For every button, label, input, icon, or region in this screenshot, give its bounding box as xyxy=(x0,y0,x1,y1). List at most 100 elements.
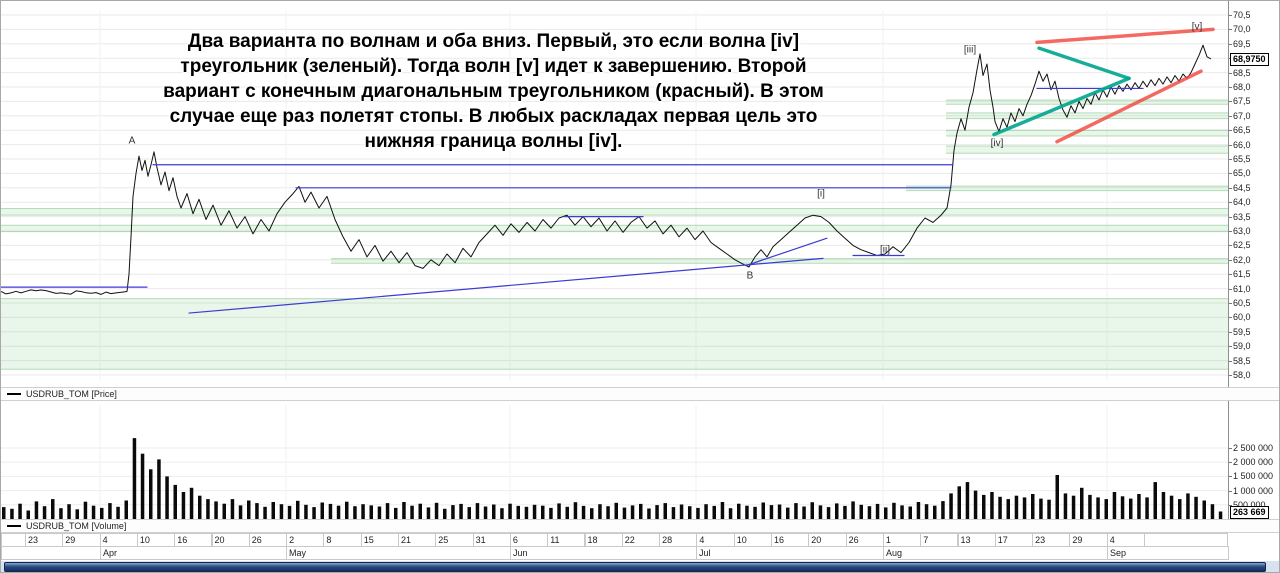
volume-bar xyxy=(712,505,716,519)
trendline-blue xyxy=(188,257,824,314)
volume-bar xyxy=(900,505,904,519)
axis-tick xyxy=(1229,259,1232,261)
volume-bar xyxy=(1063,493,1068,519)
price-axis-label: 63,5 xyxy=(1233,211,1251,222)
volume-bar xyxy=(990,492,994,519)
time-axis-day-cell: 8 xyxy=(323,533,362,547)
volume-bar xyxy=(75,509,79,519)
volume-bar xyxy=(933,505,937,519)
volume-bar xyxy=(688,506,692,519)
volume-bar xyxy=(753,506,757,519)
volume-bar xyxy=(508,503,512,519)
time-axis[interactable]: 23 29 4 10 16 20 26 2 8 15 21 25 31 6 11 18 22 28 4 10 16 20 2… xyxy=(1,533,1279,561)
volume-bar xyxy=(826,507,831,519)
axis-tick xyxy=(1229,288,1232,290)
volume-bar xyxy=(663,503,667,519)
volume-bar xyxy=(83,501,88,519)
axis-tick xyxy=(1229,448,1232,449)
price-axis-label: 65,0 xyxy=(1233,168,1251,179)
volume-bar xyxy=(140,453,145,519)
volume-bar xyxy=(581,505,586,519)
support-zone xyxy=(1,208,1228,216)
volume-bar xyxy=(279,504,284,519)
volume-bar xyxy=(622,507,627,519)
price-axis-label: 60,0 xyxy=(1233,312,1251,323)
wave-label: [ii] xyxy=(880,245,890,256)
price-legend: USDRUB_TOM [Price] xyxy=(1,387,1279,401)
volume-bar xyxy=(100,507,104,519)
support-zone xyxy=(946,99,1228,105)
time-axis-day-cell: 16 xyxy=(174,533,213,547)
axis-tick xyxy=(1229,130,1232,132)
volume-bar xyxy=(1120,496,1125,519)
time-axis-day-cell: 7 xyxy=(920,533,959,547)
trendline-red xyxy=(1055,69,1203,144)
volume-bar xyxy=(1169,495,1174,519)
volume-bar xyxy=(941,501,945,519)
volume-bar xyxy=(157,459,161,519)
horizontal-scrollbar[interactable] xyxy=(1,561,1279,572)
volume-bar xyxy=(181,492,186,519)
price-axis-label: 67,5 xyxy=(1233,96,1251,107)
price-axis[interactable]: 68,9750 70,570,069,569,068,568,067,567,0… xyxy=(1228,1,1279,388)
volume-axis[interactable]: 263 669 2 500 000 2 000 000 1 500 000 1 000… xyxy=(1228,401,1279,519)
time-axis-day-cell: 13 xyxy=(957,533,996,547)
volume-bar xyxy=(916,502,921,519)
axis-tick xyxy=(1229,72,1232,74)
volume-bar xyxy=(345,501,349,519)
volume-bar xyxy=(51,499,55,519)
volume-bar xyxy=(149,469,153,519)
time-axis-month-cell: Jun xyxy=(510,546,697,560)
axis-tick xyxy=(1229,101,1232,103)
axis-tick xyxy=(1229,274,1232,276)
volume-bar xyxy=(475,503,480,519)
axis-tick xyxy=(1229,202,1232,204)
volume-bar xyxy=(1145,497,1149,519)
volume-bar xyxy=(875,503,880,519)
support-zone xyxy=(331,258,1228,264)
volume-bar xyxy=(34,501,39,519)
volume-bar xyxy=(982,494,986,519)
time-axis-day-cell: 2 xyxy=(286,533,325,547)
volume-bar xyxy=(361,504,365,519)
time-axis-day-cell: 1 xyxy=(882,533,922,547)
volume-bar xyxy=(614,502,618,519)
volume-bar xyxy=(2,507,6,519)
time-axis-day-cell: 22 xyxy=(621,533,661,547)
time-axis-day-cell: 10 xyxy=(136,533,176,547)
axis-tick xyxy=(1229,43,1232,45)
time-axis-day-cell: 21 xyxy=(398,533,437,547)
volume-bar xyxy=(851,501,855,519)
price-axis-label: 66,5 xyxy=(1233,125,1251,136)
chart-annotation-text: Два варианта по волнам и оба вниз. Первы… xyxy=(126,29,861,154)
price-axis-label: 60,5 xyxy=(1233,298,1251,308)
scrollbar-thumb[interactable] xyxy=(4,562,1266,572)
volume-bar xyxy=(720,502,725,519)
price-axis-label: 70,0 xyxy=(1233,24,1251,35)
time-axis-month-cell: May xyxy=(286,546,511,560)
price-pane[interactable]: A B [i] [ii] [iii] [iv] [v] xyxy=(1,1,1228,388)
time-axis-day-cell: 26 xyxy=(248,533,288,547)
volume-bar xyxy=(1039,498,1043,519)
axis-tick xyxy=(1229,29,1232,31)
time-axis-day-cell: 4 xyxy=(99,533,138,547)
price-axis-label: 62,0 xyxy=(1233,254,1251,265)
volume-bar xyxy=(10,508,14,519)
volume-bar xyxy=(296,500,300,519)
volume-bar xyxy=(794,503,798,519)
volume-bar xyxy=(467,507,471,519)
volume-bar xyxy=(255,503,259,519)
volume-bar xyxy=(410,505,414,519)
price-axis-label: 70,5 xyxy=(1233,10,1251,20)
volume-bar xyxy=(884,507,888,519)
volume-bar xyxy=(1014,495,1019,519)
volume-bar xyxy=(949,493,953,519)
annotation-line: нижняя граница волны [iv]. xyxy=(364,131,623,152)
volume-pane[interactable] xyxy=(1,401,1228,520)
annotation-line: треугольник (зеленый). Тогда волн [v] ид… xyxy=(180,56,807,77)
volume-bar xyxy=(402,502,406,519)
price-axis-label: 65,5 xyxy=(1233,154,1251,164)
time-axis-day-cell: 20 xyxy=(211,533,250,547)
volume-bar xyxy=(761,502,765,519)
